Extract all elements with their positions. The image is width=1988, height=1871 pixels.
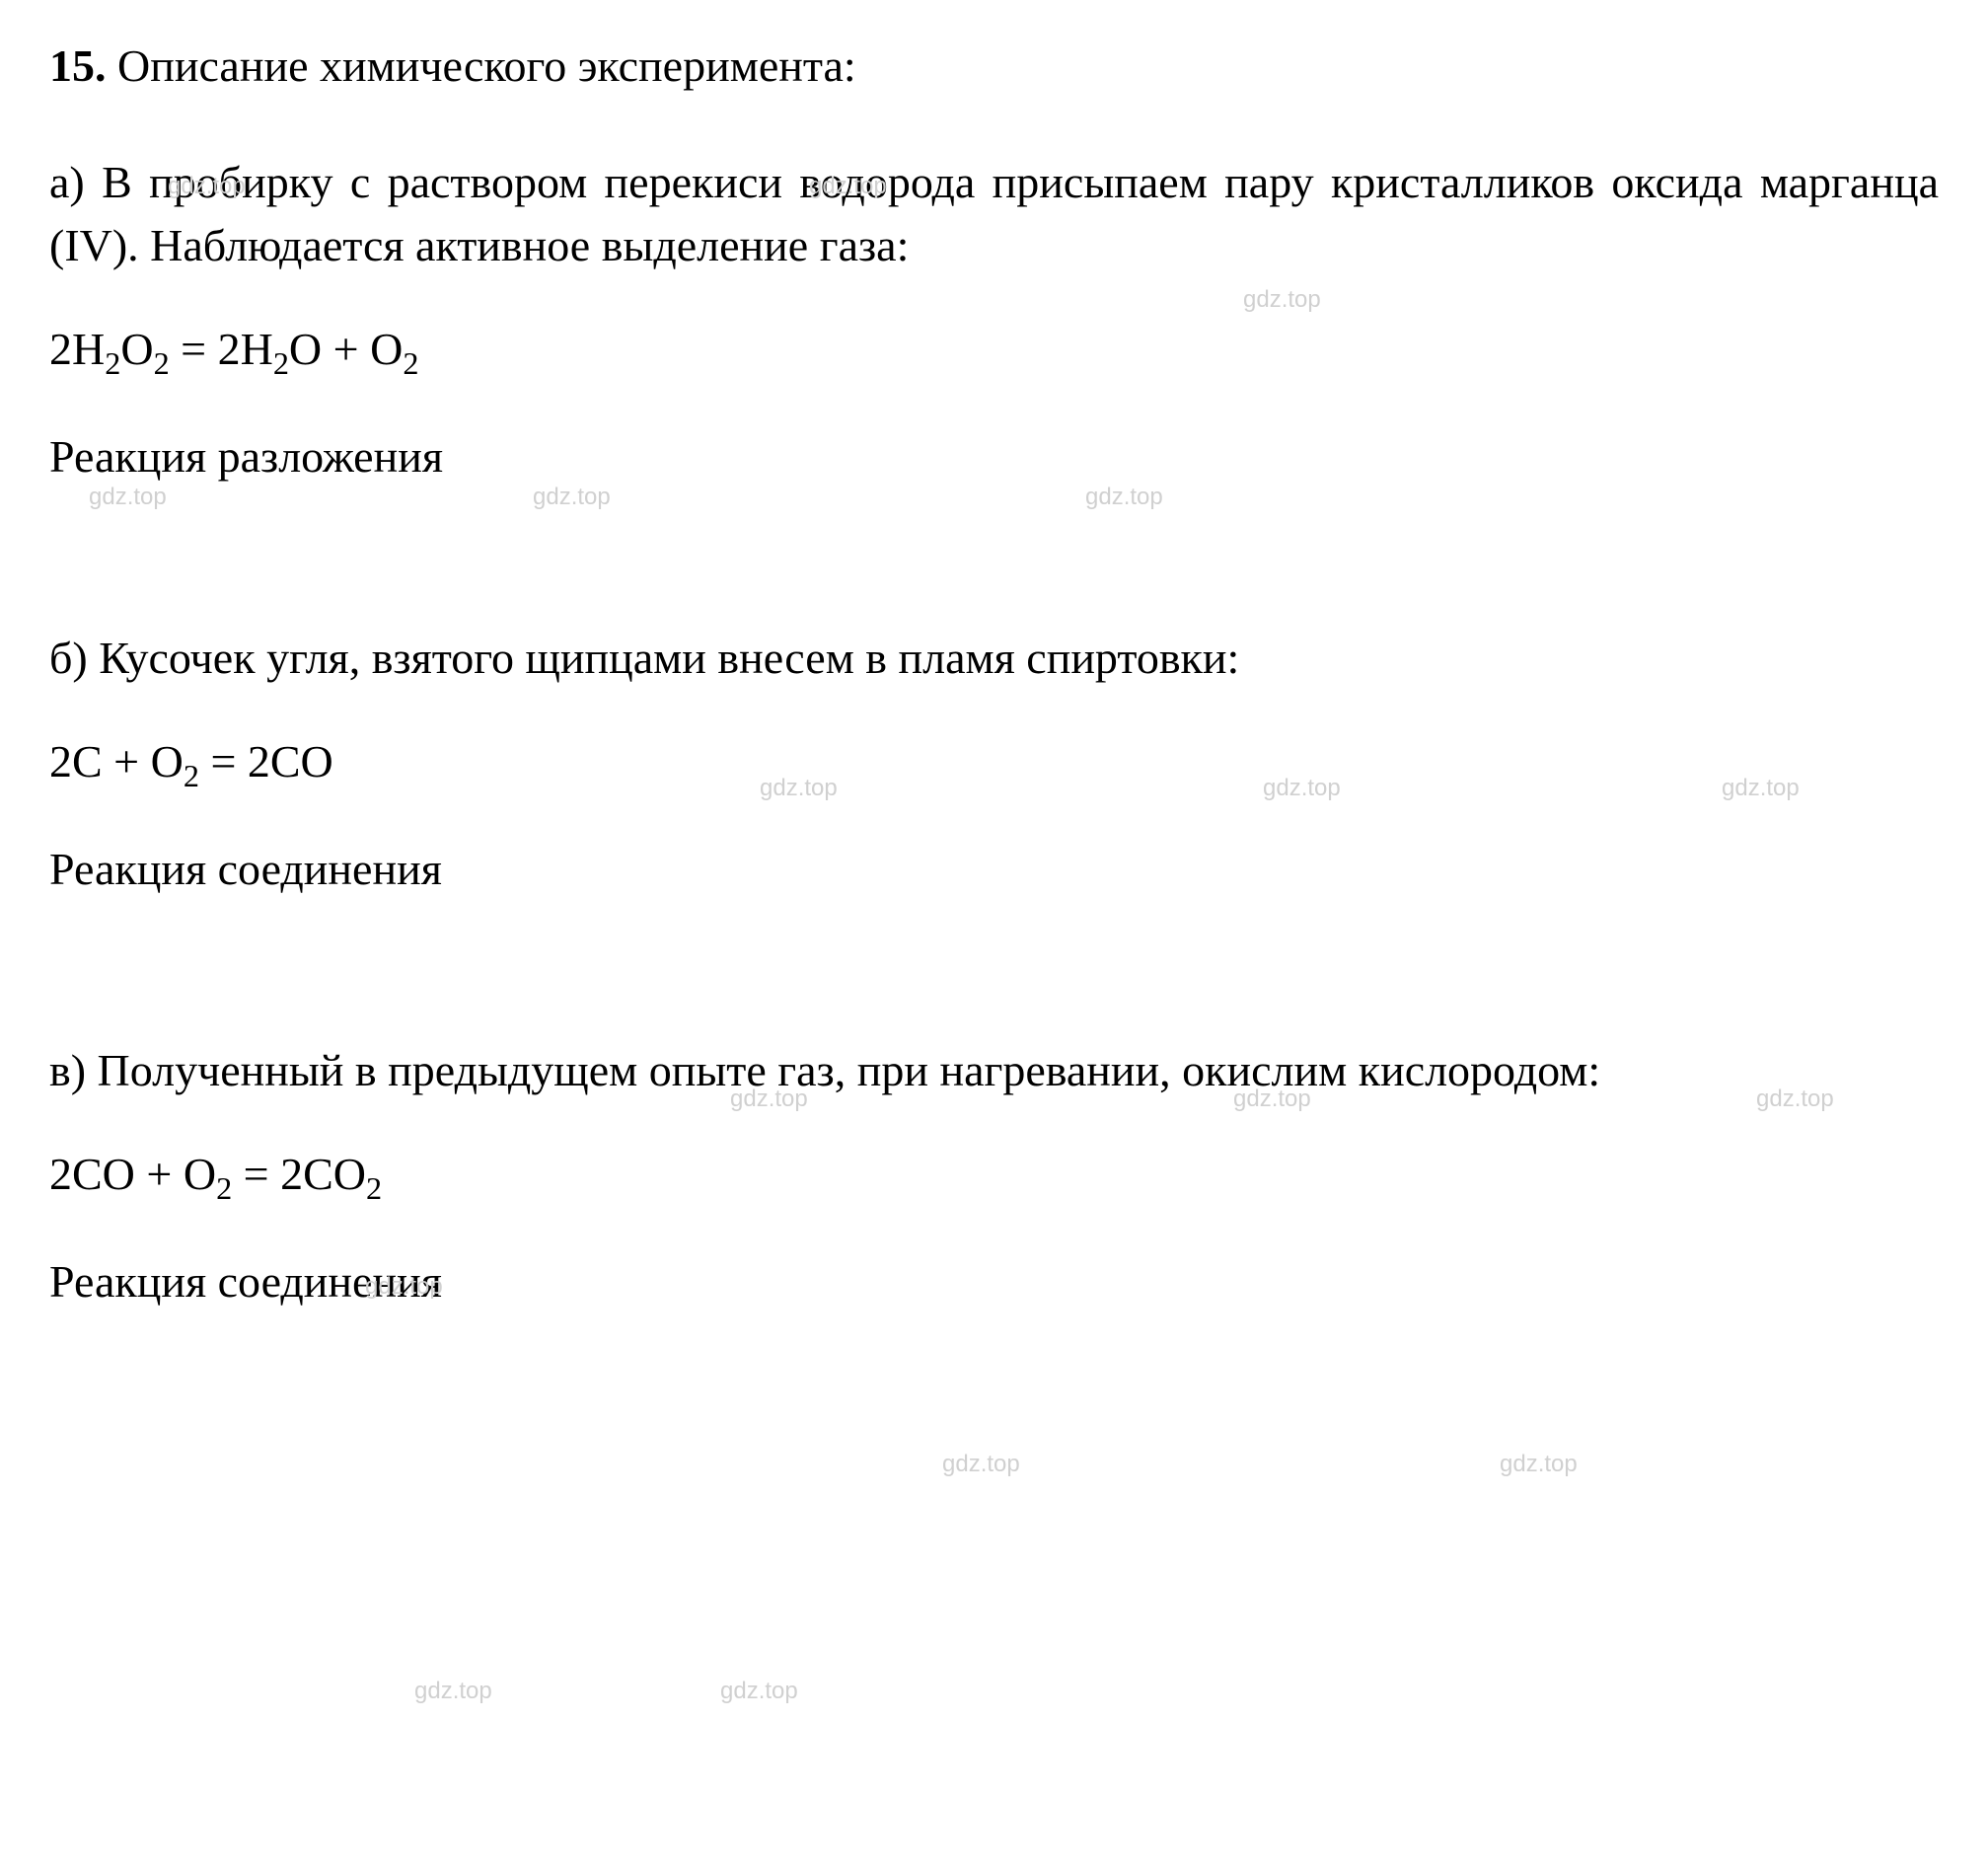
equation: 2CO + O2 = 2CO2 (49, 1143, 1939, 1211)
watermark: gdz.top (1500, 1451, 1578, 1478)
reaction-type: Реакция соединения (49, 838, 1939, 901)
section-1: б) Кусочек угля, взятого щипцами внесем … (49, 627, 1939, 901)
section-2: в) Полученный в предыдущем опыте газ, пр… (49, 1039, 1939, 1313)
reaction-type: Реакция разложения (49, 425, 1939, 488)
equation: 2C + O2 = 2CO (49, 730, 1939, 798)
reaction-type: Реакция соединения (49, 1250, 1939, 1313)
watermark: gdz.top (942, 1451, 1020, 1478)
watermark: gdz.top (414, 1678, 492, 1705)
question-header: 15. Описание химического эксперимента: (49, 39, 1939, 92)
watermark: gdz.top (720, 1678, 798, 1705)
section-text: а) В пробирку с раствором перекиси водор… (49, 151, 1939, 278)
document-content: 15. Описание химического эксперимента: а… (49, 39, 1939, 1314)
section-text: б) Кусочек угля, взятого щипцами внесем … (49, 627, 1939, 690)
section-0: а) В пробирку с раствором перекиси водор… (49, 151, 1939, 488)
equation: 2H2O2 = 2H2O + O2 (49, 318, 1939, 386)
sections-container: а) В пробирку с раствором перекиси водор… (49, 151, 1939, 1314)
question-number: 15. (49, 40, 107, 91)
section-text: в) Полученный в предыдущем опыте газ, пр… (49, 1039, 1939, 1102)
question-title: Описание химического эксперимента: (107, 40, 856, 91)
